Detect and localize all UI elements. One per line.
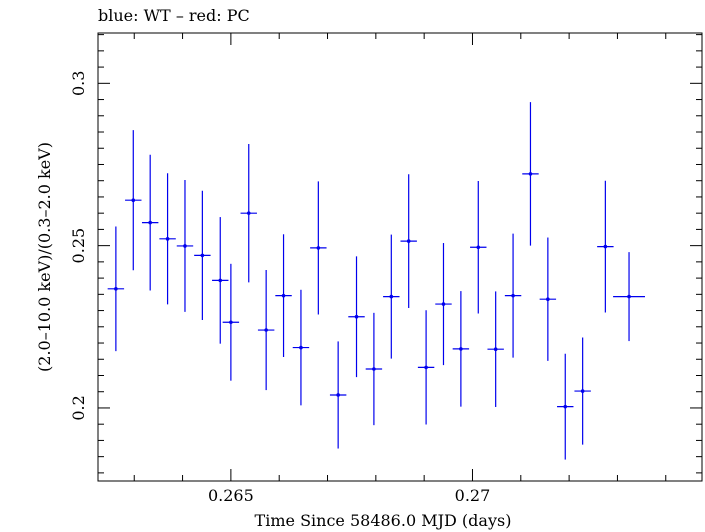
y-tick-label: 0.25	[69, 228, 88, 264]
data-point	[176, 180, 194, 312]
point-marker	[114, 287, 118, 291]
point-marker	[281, 293, 286, 298]
data-point	[522, 102, 539, 246]
point-marker	[372, 367, 376, 371]
data-point	[275, 234, 292, 357]
point-marker	[406, 239, 411, 243]
data-point	[329, 341, 347, 449]
point-marker	[511, 293, 515, 298]
y-tick-label: 0.2	[69, 395, 88, 420]
point-marker	[476, 245, 481, 250]
data-point	[435, 243, 452, 366]
point-marker	[246, 211, 251, 215]
axis-ticks	[98, 33, 702, 481]
data-point	[240, 144, 257, 283]
point-marker	[389, 294, 394, 299]
data-point	[417, 310, 435, 425]
plot-frame	[97, 32, 703, 482]
data-point	[613, 252, 645, 342]
data-point	[470, 181, 487, 314]
data-point	[348, 256, 365, 378]
point-marker	[336, 393, 340, 397]
point-marker	[148, 220, 152, 225]
data-point	[222, 263, 240, 381]
data-point	[487, 291, 504, 407]
y-axis-label: (2.0–10.0 keV)/(0.3–2.0 keV)	[35, 142, 54, 372]
data-point	[107, 226, 125, 352]
x-tick-label: 0.27	[455, 486, 491, 505]
point-marker	[580, 389, 585, 393]
x-axis-label: Time Since 58486.0 MJD (days)	[255, 511, 512, 530]
x-tick-label: 0.265	[208, 486, 254, 505]
point-marker	[218, 278, 223, 283]
chart-title: blue: WT – red: PC	[98, 6, 250, 25]
data-point	[365, 312, 383, 426]
data-point	[141, 154, 159, 291]
point-marker	[563, 404, 568, 409]
data-point	[504, 233, 522, 358]
point-marker	[264, 328, 268, 332]
point-marker	[459, 347, 463, 351]
point-marker	[131, 198, 136, 202]
point-marker	[229, 320, 233, 325]
data-points	[107, 102, 645, 460]
point-marker	[441, 302, 446, 306]
data-point	[597, 180, 614, 313]
point-marker	[603, 244, 608, 249]
point-marker	[183, 244, 187, 248]
point-marker	[299, 345, 303, 350]
point-marker	[493, 347, 498, 351]
data-point	[539, 237, 557, 361]
point-marker	[200, 253, 205, 258]
tick-labels: 0.265 0.27 0.2 0.25 0.3	[69, 71, 490, 505]
data-point	[159, 173, 176, 305]
point-marker	[627, 294, 631, 299]
data-point	[194, 190, 211, 320]
data-point	[383, 234, 400, 359]
data-point	[212, 217, 229, 344]
data-point	[125, 130, 142, 271]
point-marker	[546, 297, 550, 302]
data-point	[310, 181, 327, 315]
data-point	[292, 289, 310, 406]
point-marker	[528, 172, 533, 176]
data-point	[452, 291, 470, 407]
data-point	[257, 269, 275, 391]
point-marker	[424, 365, 428, 370]
data-point	[557, 353, 574, 460]
data-point	[574, 337, 591, 445]
point-marker	[354, 314, 359, 319]
point-marker	[316, 246, 321, 250]
y-tick-label: 0.3	[69, 71, 88, 96]
data-point	[400, 174, 417, 308]
point-marker	[165, 237, 170, 241]
